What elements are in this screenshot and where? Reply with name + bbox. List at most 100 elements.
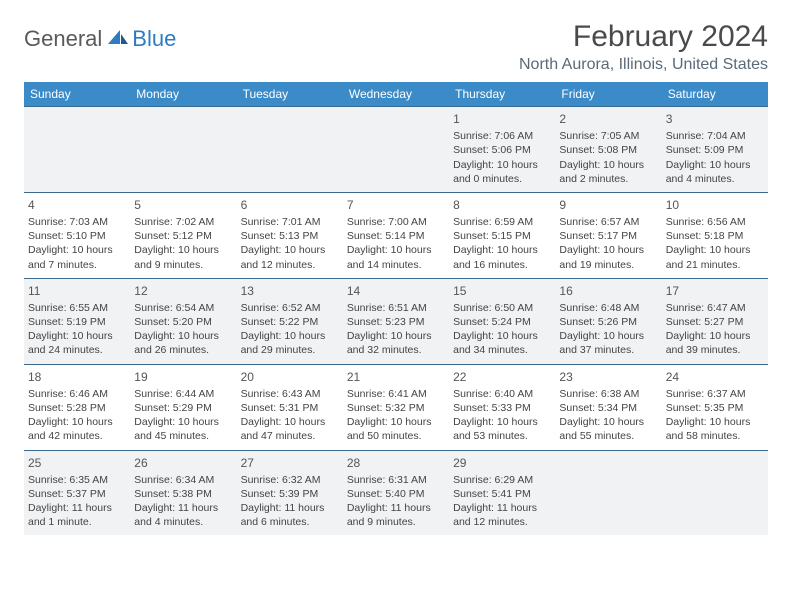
sunrise-text: Sunrise: 6:51 AM	[347, 301, 445, 315]
sunrise-text: Sunrise: 7:06 AM	[453, 129, 551, 143]
day-number: 17	[666, 283, 764, 299]
day-cell: 19Sunrise: 6:44 AMSunset: 5:29 PMDayligh…	[130, 364, 236, 450]
sunrise-text: Sunrise: 6:32 AM	[241, 473, 339, 487]
day-cell	[237, 107, 343, 193]
day-number: 27	[241, 455, 339, 471]
day-cell: 13Sunrise: 6:52 AMSunset: 5:22 PMDayligh…	[237, 278, 343, 364]
sunrise-text: Sunrise: 7:00 AM	[347, 215, 445, 229]
day-number: 21	[347, 369, 445, 385]
sunrise-text: Sunrise: 7:05 AM	[559, 129, 657, 143]
sunset-text: Sunset: 5:38 PM	[134, 487, 232, 501]
sunrise-text: Sunrise: 7:02 AM	[134, 215, 232, 229]
daylight-text: and 9 minutes.	[347, 515, 445, 529]
day-cell: 17Sunrise: 6:47 AMSunset: 5:27 PMDayligh…	[662, 278, 768, 364]
calendar-body: 1Sunrise: 7:06 AMSunset: 5:06 PMDaylight…	[24, 107, 768, 536]
sunset-text: Sunset: 5:22 PM	[241, 315, 339, 329]
daylight-text: and 16 minutes.	[453, 258, 551, 272]
daylight-text: and 19 minutes.	[559, 258, 657, 272]
sunrise-text: Sunrise: 6:46 AM	[28, 387, 126, 401]
sunset-text: Sunset: 5:35 PM	[666, 401, 764, 415]
daylight-text: and 39 minutes.	[666, 343, 764, 357]
daylight-text: and 12 minutes.	[241, 258, 339, 272]
sunset-text: Sunset: 5:18 PM	[666, 229, 764, 243]
sunset-text: Sunset: 5:08 PM	[559, 143, 657, 157]
daylight-text: Daylight: 10 hours	[453, 158, 551, 172]
daylight-text: Daylight: 10 hours	[347, 415, 445, 429]
daylight-text: Daylight: 10 hours	[241, 243, 339, 257]
daylight-text: Daylight: 10 hours	[28, 243, 126, 257]
daylight-text: and 9 minutes.	[134, 258, 232, 272]
daylight-text: and 55 minutes.	[559, 429, 657, 443]
sunset-text: Sunset: 5:39 PM	[241, 487, 339, 501]
day-cell	[24, 107, 130, 193]
daylight-text: Daylight: 11 hours	[241, 501, 339, 515]
sunset-text: Sunset: 5:41 PM	[453, 487, 551, 501]
daylight-text: Daylight: 11 hours	[453, 501, 551, 515]
day-number: 5	[134, 197, 232, 213]
sunset-text: Sunset: 5:23 PM	[347, 315, 445, 329]
daylight-text: Daylight: 10 hours	[666, 415, 764, 429]
daylight-text: Daylight: 10 hours	[134, 243, 232, 257]
day-number: 18	[28, 369, 126, 385]
daylight-text: Daylight: 10 hours	[666, 243, 764, 257]
logo-text-general: General	[24, 26, 102, 52]
day-number: 4	[28, 197, 126, 213]
week-row: 25Sunrise: 6:35 AMSunset: 5:37 PMDayligh…	[24, 450, 768, 535]
week-row: 4Sunrise: 7:03 AMSunset: 5:10 PMDaylight…	[24, 192, 768, 278]
day-number: 12	[134, 283, 232, 299]
sunrise-text: Sunrise: 6:34 AM	[134, 473, 232, 487]
day-cell: 6 Sunrise: 7:01 AMSunset: 5:13 PMDaylight…	[237, 192, 343, 278]
daylight-text: and 4 minutes.	[666, 172, 764, 186]
sunset-text: Sunset: 5:12 PM	[134, 229, 232, 243]
daylight-text: Daylight: 10 hours	[347, 329, 445, 343]
day-header: Tuesday	[237, 82, 343, 107]
sunset-text: Sunset: 5:40 PM	[347, 487, 445, 501]
sunrise-text: Sunrise: 6:55 AM	[28, 301, 126, 315]
sunset-text: Sunset: 5:10 PM	[28, 229, 126, 243]
sunset-text: Sunset: 5:13 PM	[241, 229, 339, 243]
sunset-text: Sunset: 5:24 PM	[453, 315, 551, 329]
sunrise-text: Sunrise: 6:37 AM	[666, 387, 764, 401]
day-cell: 4Sunrise: 7:03 AMSunset: 5:10 PMDaylight…	[24, 192, 130, 278]
sunrise-text: Sunrise: 7:04 AM	[666, 129, 764, 143]
daylight-text: and 34 minutes.	[453, 343, 551, 357]
daylight-text: Daylight: 10 hours	[666, 329, 764, 343]
day-cell: 1Sunrise: 7:06 AMSunset: 5:06 PMDaylight…	[449, 107, 555, 193]
daylight-text: Daylight: 11 hours	[28, 501, 126, 515]
daylight-text: Daylight: 10 hours	[134, 329, 232, 343]
sunrise-text: Sunrise: 6:57 AM	[559, 215, 657, 229]
day-number: 13	[241, 283, 339, 299]
daylight-text: and 45 minutes.	[134, 429, 232, 443]
sunrise-text: Sunrise: 6:35 AM	[28, 473, 126, 487]
sunset-text: Sunset: 5:14 PM	[347, 229, 445, 243]
logo: General Blue	[24, 26, 176, 52]
sunset-text: Sunset: 5:32 PM	[347, 401, 445, 415]
day-cell: 26Sunrise: 6:34 AMSunset: 5:38 PMDayligh…	[130, 450, 236, 535]
daylight-text: and 12 minutes.	[453, 515, 551, 529]
daylight-text: Daylight: 10 hours	[241, 329, 339, 343]
sunrise-text: Sunrise: 7:01 AM	[241, 215, 339, 229]
day-cell: 24Sunrise: 6:37 AMSunset: 5:35 PMDayligh…	[662, 364, 768, 450]
day-cell: 11Sunrise: 6:55 AMSunset: 5:19 PMDayligh…	[24, 278, 130, 364]
sunrise-text: Sunrise: 6:50 AM	[453, 301, 551, 315]
daylight-text: and 58 minutes.	[666, 429, 764, 443]
day-number: 6	[241, 197, 339, 213]
daylight-text: Daylight: 10 hours	[241, 415, 339, 429]
day-number: 1	[453, 111, 551, 127]
day-number: 9	[559, 197, 657, 213]
location-text: North Aurora, Illinois, United States	[519, 56, 768, 74]
day-cell: 18Sunrise: 6:46 AMSunset: 5:28 PMDayligh…	[24, 364, 130, 450]
sunrise-text: Sunrise: 6:44 AM	[134, 387, 232, 401]
daylight-text: Daylight: 10 hours	[453, 243, 551, 257]
day-cell: 7Sunrise: 7:00 AMSunset: 5:14 PMDaylight…	[343, 192, 449, 278]
day-number: 25	[28, 455, 126, 471]
calendar-table: Sunday Monday Tuesday Wednesday Thursday…	[24, 82, 768, 535]
daylight-text: Daylight: 10 hours	[666, 158, 764, 172]
sunset-text: Sunset: 5:27 PM	[666, 315, 764, 329]
day-cell: 8Sunrise: 6:59 AMSunset: 5:15 PMDaylight…	[449, 192, 555, 278]
page-header: General Blue February 2024 North Aurora,…	[24, 20, 768, 74]
sunset-text: Sunset: 5:28 PM	[28, 401, 126, 415]
day-cell: 10Sunrise: 6:56 AMSunset: 5:18 PMDayligh…	[662, 192, 768, 278]
daylight-text: and 6 minutes.	[241, 515, 339, 529]
sunrise-text: Sunrise: 6:48 AM	[559, 301, 657, 315]
